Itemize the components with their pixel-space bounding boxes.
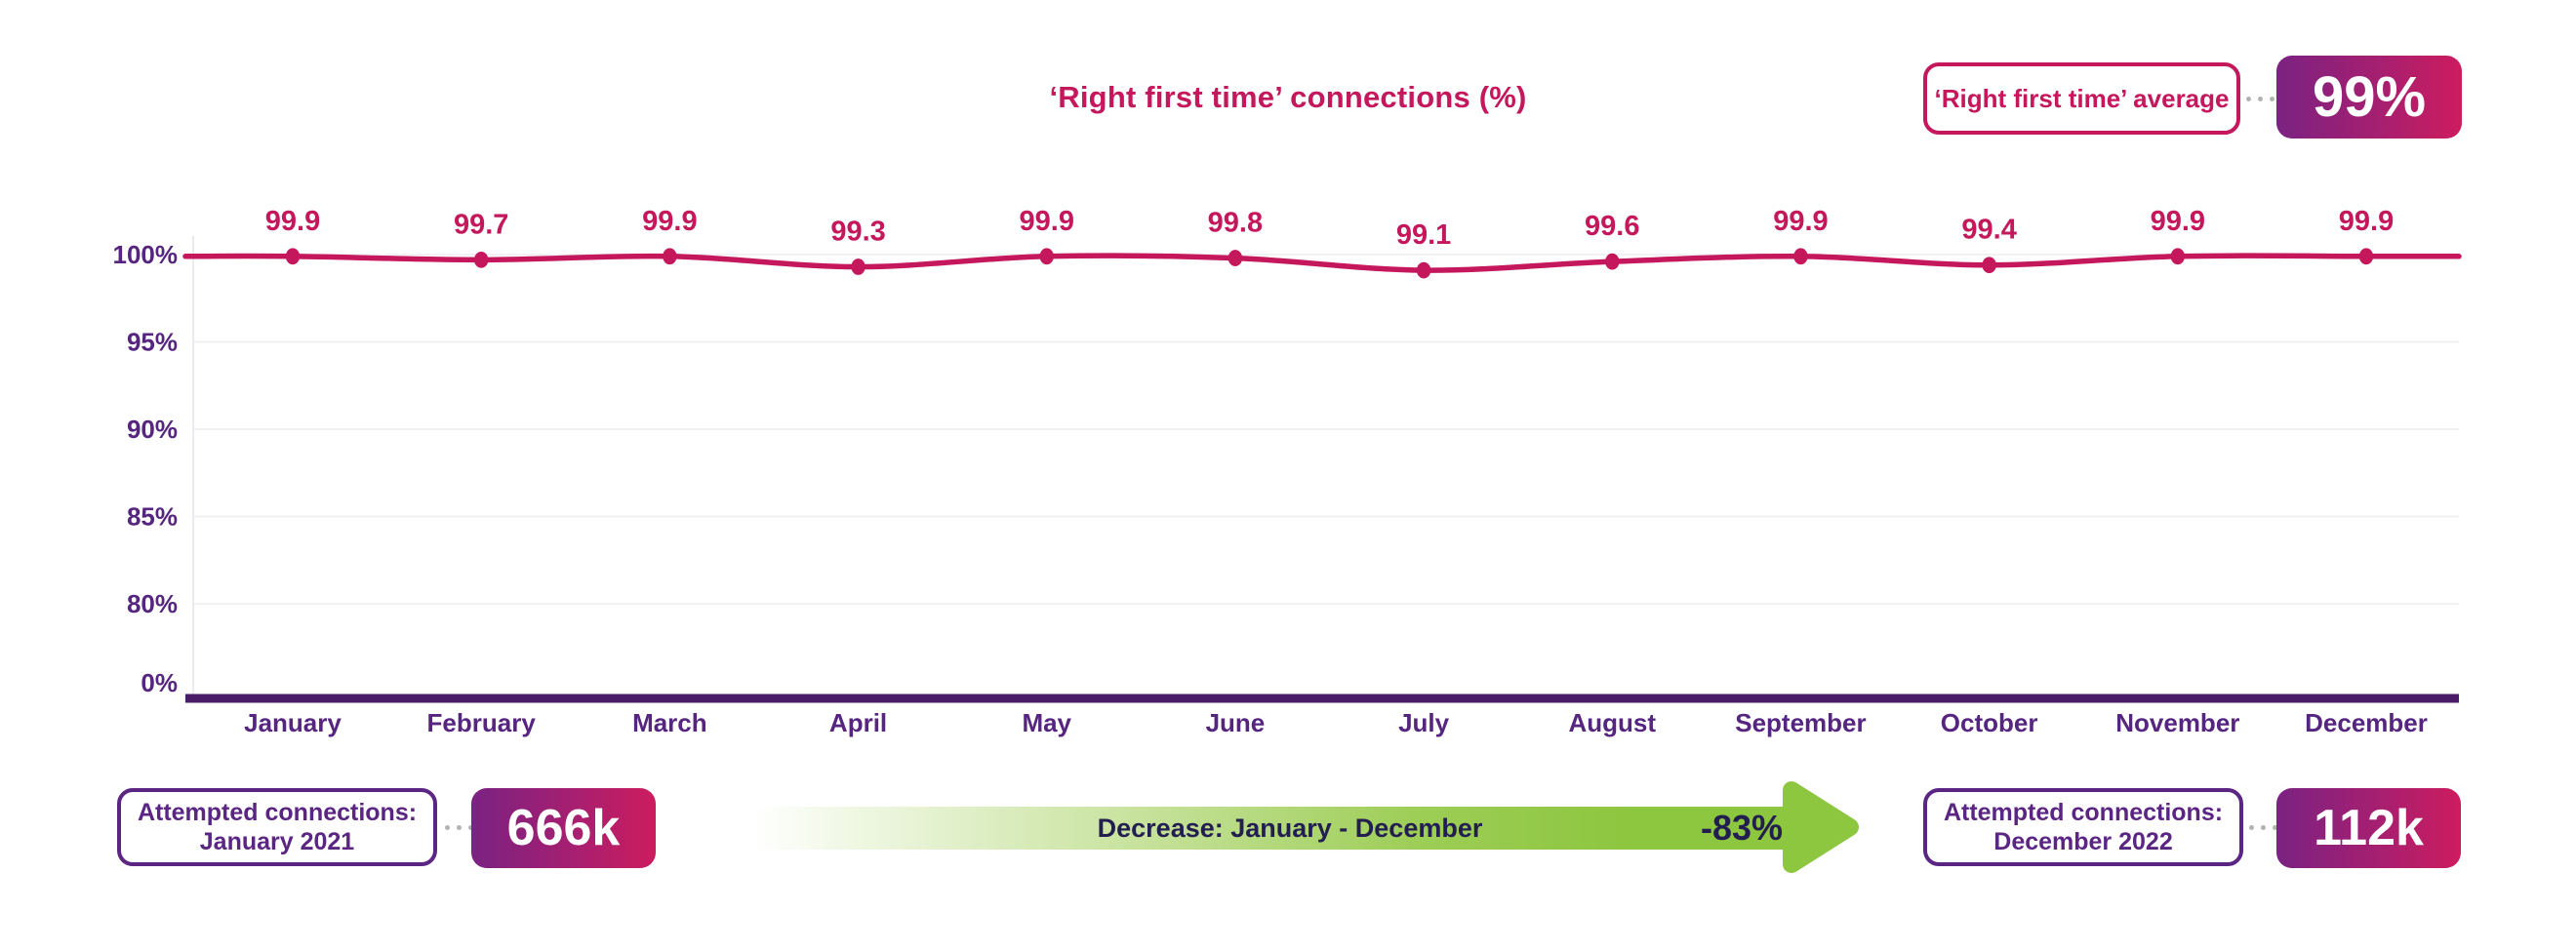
arrow-right-icon: [1783, 781, 1859, 873]
svg-text:99.9: 99.9: [1020, 206, 1074, 237]
svg-text:99.8: 99.8: [1208, 208, 1263, 239]
svg-text:85%: 85%: [127, 502, 178, 532]
svg-text:March: March: [632, 708, 707, 737]
svg-text:October: October: [1941, 708, 2038, 737]
attempted-start-label-line1: Attempted connections:: [137, 798, 418, 826]
dotted-connector-end: [2249, 825, 2277, 830]
attempted-end-box: Attempted connections: December 2022: [1923, 788, 2243, 866]
svg-text:99.9: 99.9: [642, 206, 697, 237]
dotted-connector-start: [445, 825, 473, 830]
chart-title: ‘Right first time’ connections (%): [1049, 80, 1527, 114]
svg-text:99.1: 99.1: [1396, 219, 1451, 251]
svg-text:99.9: 99.9: [265, 206, 320, 237]
svg-text:99.9: 99.9: [1773, 206, 1828, 237]
svg-text:0%: 0%: [141, 668, 178, 697]
svg-text:January: January: [244, 708, 342, 737]
average-label: ‘Right first time’ average: [1934, 83, 2230, 113]
svg-text:August: August: [1568, 708, 1656, 737]
svg-text:80%: 80%: [127, 589, 178, 618]
attempted-start-value-badge: 666k: [471, 788, 656, 868]
attempted-start-box: Attempted connections: January 2021: [117, 788, 437, 866]
svg-text:September: September: [1735, 708, 1866, 737]
decrease-label: Decrease: January - December: [1097, 813, 1483, 843]
svg-text:99.7: 99.7: [454, 209, 508, 240]
svg-text:April: April: [829, 708, 887, 737]
svg-text:99.6: 99.6: [1585, 211, 1639, 242]
attempted-start-value: 666k: [506, 800, 621, 856]
svg-text:90%: 90%: [127, 415, 178, 444]
attempted-end-label-line1: Attempted connections:: [1943, 798, 2224, 826]
attempted-end-label-line2: December 2022: [1993, 828, 2173, 855]
svg-text:100%: 100%: [113, 240, 179, 269]
svg-text:May: May: [1022, 708, 1071, 737]
svg-text:June: June: [1206, 708, 1266, 737]
svg-text:December: December: [2305, 708, 2428, 737]
attempted-start-label-line2: January 2021: [199, 828, 355, 855]
average-value-badge: 99%: [2276, 56, 2462, 139]
attempted-end-value-badge: 112k: [2276, 788, 2461, 868]
svg-text:95%: 95%: [127, 328, 178, 357]
svg-text:99.9: 99.9: [2339, 206, 2394, 237]
svg-text:99.4: 99.4: [1961, 215, 2016, 246]
attempted-end-value: 112k: [2314, 800, 2424, 856]
average-value: 99%: [2312, 65, 2427, 129]
svg-text:99.9: 99.9: [2151, 206, 2205, 237]
svg-text:February: February: [427, 708, 537, 737]
svg-text:99.3: 99.3: [830, 217, 885, 248]
svg-text:July: July: [1398, 708, 1450, 737]
decrease-value: -83%: [1700, 808, 1783, 848]
average-label-box: ‘Right first time’ average: [1923, 62, 2240, 135]
svg-text:November: November: [2115, 708, 2239, 737]
decrease-arrow-body: Decrease: January - December -83%: [754, 807, 1787, 850]
